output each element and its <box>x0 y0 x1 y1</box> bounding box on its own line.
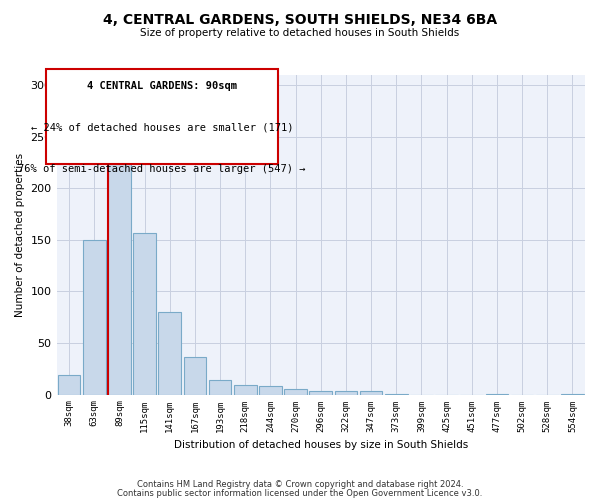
Text: Size of property relative to detached houses in South Shields: Size of property relative to detached ho… <box>140 28 460 38</box>
Text: Contains HM Land Registry data © Crown copyright and database right 2024.: Contains HM Land Registry data © Crown c… <box>137 480 463 489</box>
Bar <box>108 152 131 394</box>
Bar <box>158 312 181 394</box>
Y-axis label: Number of detached properties: Number of detached properties <box>15 152 25 317</box>
Bar <box>234 386 257 394</box>
Bar <box>184 358 206 395</box>
Bar <box>360 392 382 394</box>
Bar <box>209 380 232 394</box>
Bar <box>259 386 282 394</box>
Text: Contains public sector information licensed under the Open Government Licence v3: Contains public sector information licen… <box>118 488 482 498</box>
Bar <box>335 392 357 394</box>
X-axis label: Distribution of detached houses by size in South Shields: Distribution of detached houses by size … <box>173 440 468 450</box>
Bar <box>83 240 106 394</box>
FancyBboxPatch shape <box>46 68 278 164</box>
Bar <box>58 375 80 394</box>
Text: 76% of semi-detached houses are larger (547) →: 76% of semi-detached houses are larger (… <box>19 164 306 174</box>
Text: 4, CENTRAL GARDENS, SOUTH SHIELDS, NE34 6BA: 4, CENTRAL GARDENS, SOUTH SHIELDS, NE34 … <box>103 12 497 26</box>
Text: ← 24% of detached houses are smaller (171): ← 24% of detached houses are smaller (17… <box>31 123 293 133</box>
Bar <box>310 392 332 394</box>
Text: 4 CENTRAL GARDENS: 90sqm: 4 CENTRAL GARDENS: 90sqm <box>87 82 237 92</box>
Bar <box>284 390 307 394</box>
Bar <box>133 232 156 394</box>
